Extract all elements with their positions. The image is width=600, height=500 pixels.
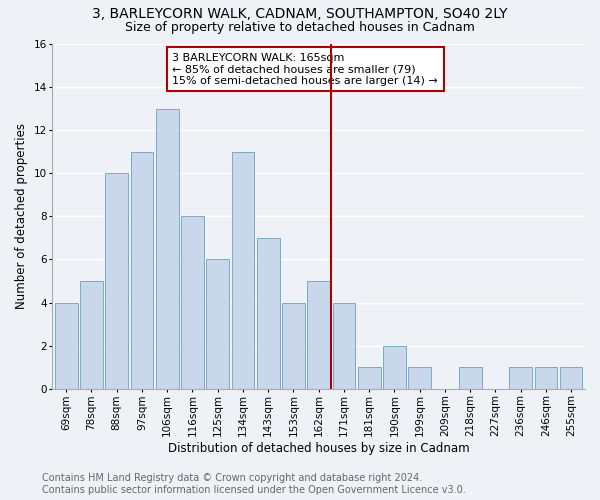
Bar xyxy=(106,174,128,389)
Text: 3 BARLEYCORN WALK: 165sqm
← 85% of detached houses are smaller (79)
15% of semi-: 3 BARLEYCORN WALK: 165sqm ← 85% of detac… xyxy=(172,52,438,86)
Y-axis label: Number of detached properties: Number of detached properties xyxy=(15,124,28,310)
Bar xyxy=(560,367,583,389)
Bar xyxy=(358,367,380,389)
Text: Contains HM Land Registry data © Crown copyright and database right 2024.
Contai: Contains HM Land Registry data © Crown c… xyxy=(42,474,466,495)
Text: 3, BARLEYCORN WALK, CADNAM, SOUTHAMPTON, SO40 2LY: 3, BARLEYCORN WALK, CADNAM, SOUTHAMPTON,… xyxy=(92,8,508,22)
Bar xyxy=(307,281,330,389)
Bar xyxy=(181,216,204,389)
Bar xyxy=(80,281,103,389)
Bar xyxy=(232,152,254,389)
Bar xyxy=(332,302,355,389)
Text: Size of property relative to detached houses in Cadnam: Size of property relative to detached ho… xyxy=(125,21,475,34)
Bar xyxy=(55,302,77,389)
Bar xyxy=(206,260,229,389)
Bar xyxy=(509,367,532,389)
Bar xyxy=(459,367,482,389)
Bar xyxy=(257,238,280,389)
Bar xyxy=(156,108,179,389)
Bar xyxy=(535,367,557,389)
Bar xyxy=(383,346,406,389)
Bar xyxy=(408,367,431,389)
Bar xyxy=(282,302,305,389)
X-axis label: Distribution of detached houses by size in Cadnam: Distribution of detached houses by size … xyxy=(168,442,469,455)
Bar xyxy=(131,152,154,389)
